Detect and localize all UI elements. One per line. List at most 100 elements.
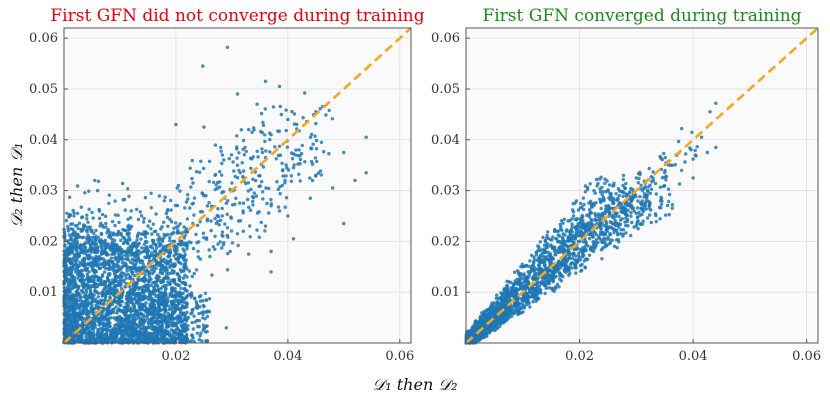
data-point — [314, 121, 318, 126]
data-point — [191, 246, 196, 251]
data-point — [200, 339, 204, 343]
data-point — [219, 149, 223, 153]
data-point — [531, 260, 536, 264]
data-point — [224, 201, 228, 205]
data-point — [194, 300, 198, 304]
data-point — [84, 312, 89, 317]
data-point — [310, 178, 315, 183]
data-point — [143, 196, 148, 200]
data-point — [125, 317, 129, 321]
data-point — [145, 316, 149, 320]
y-tick-label: 0.02 — [29, 234, 58, 249]
data-point — [297, 148, 301, 152]
data-point — [149, 268, 154, 272]
data-point — [303, 160, 307, 164]
data-point — [75, 290, 79, 294]
data-point — [142, 249, 146, 253]
data-point — [113, 290, 117, 294]
data-point — [658, 217, 662, 221]
data-point — [190, 176, 194, 181]
data-point — [84, 292, 88, 297]
data-point — [182, 287, 187, 291]
data-point — [185, 247, 189, 251]
data-point — [250, 157, 254, 161]
data-point — [132, 254, 137, 259]
data-point — [97, 239, 102, 243]
data-point — [65, 211, 69, 215]
data-point — [147, 307, 152, 311]
data-point — [167, 250, 171, 255]
data-point — [96, 278, 100, 282]
data-point — [205, 330, 209, 334]
data-point — [220, 153, 225, 157]
data-point — [193, 296, 197, 300]
data-point — [101, 306, 106, 310]
data-point — [199, 159, 203, 163]
data-point — [598, 190, 603, 194]
data-point — [261, 190, 265, 194]
data-point — [147, 291, 152, 295]
data-point — [117, 274, 121, 279]
data-point — [594, 177, 599, 182]
data-point — [286, 214, 290, 218]
data-point — [94, 269, 99, 274]
data-point — [139, 214, 144, 218]
data-point — [132, 263, 136, 267]
data-point — [138, 210, 142, 214]
data-point — [68, 289, 72, 294]
data-point — [185, 310, 189, 315]
data-point — [124, 294, 129, 299]
data-point — [97, 266, 102, 271]
data-point — [677, 182, 682, 186]
data-point — [76, 338, 80, 342]
data-point — [636, 219, 640, 223]
data-point — [284, 196, 289, 200]
data-point — [190, 158, 194, 163]
data-point — [105, 306, 109, 311]
data-point — [127, 194, 131, 198]
data-point — [324, 113, 328, 117]
data-point — [93, 263, 97, 267]
data-point — [189, 339, 193, 343]
data-point — [123, 327, 128, 332]
data-point — [251, 203, 255, 207]
data-point — [83, 263, 87, 267]
data-point — [297, 172, 301, 176]
data-point — [566, 219, 570, 223]
data-point — [168, 217, 172, 222]
data-point — [178, 189, 182, 193]
data-point — [144, 301, 148, 305]
data-point — [205, 217, 210, 221]
data-point — [256, 155, 260, 159]
data-point — [220, 173, 224, 177]
data-point — [624, 181, 628, 186]
data-point — [100, 274, 105, 278]
data-point — [132, 273, 137, 278]
data-point — [293, 153, 297, 157]
data-point — [213, 187, 217, 192]
data-point — [91, 325, 96, 329]
data-point — [141, 262, 145, 266]
data-point — [294, 148, 298, 152]
data-point — [232, 169, 236, 173]
data-point — [184, 200, 189, 204]
data-point — [141, 323, 145, 327]
data-point — [177, 252, 182, 257]
data-point — [107, 263, 112, 267]
data-point — [308, 176, 312, 180]
data-point — [241, 169, 246, 173]
data-point — [124, 276, 128, 280]
data-point — [188, 166, 192, 170]
data-point — [176, 315, 180, 319]
data-point — [111, 309, 115, 313]
data-point — [155, 277, 160, 281]
data-point — [180, 291, 184, 296]
data-point — [75, 272, 80, 277]
data-point — [535, 296, 539, 301]
data-point — [204, 298, 208, 302]
data-point — [125, 269, 129, 273]
data-point — [220, 161, 224, 166]
data-point — [605, 179, 609, 183]
data-point — [202, 236, 206, 240]
data-point — [235, 163, 240, 167]
